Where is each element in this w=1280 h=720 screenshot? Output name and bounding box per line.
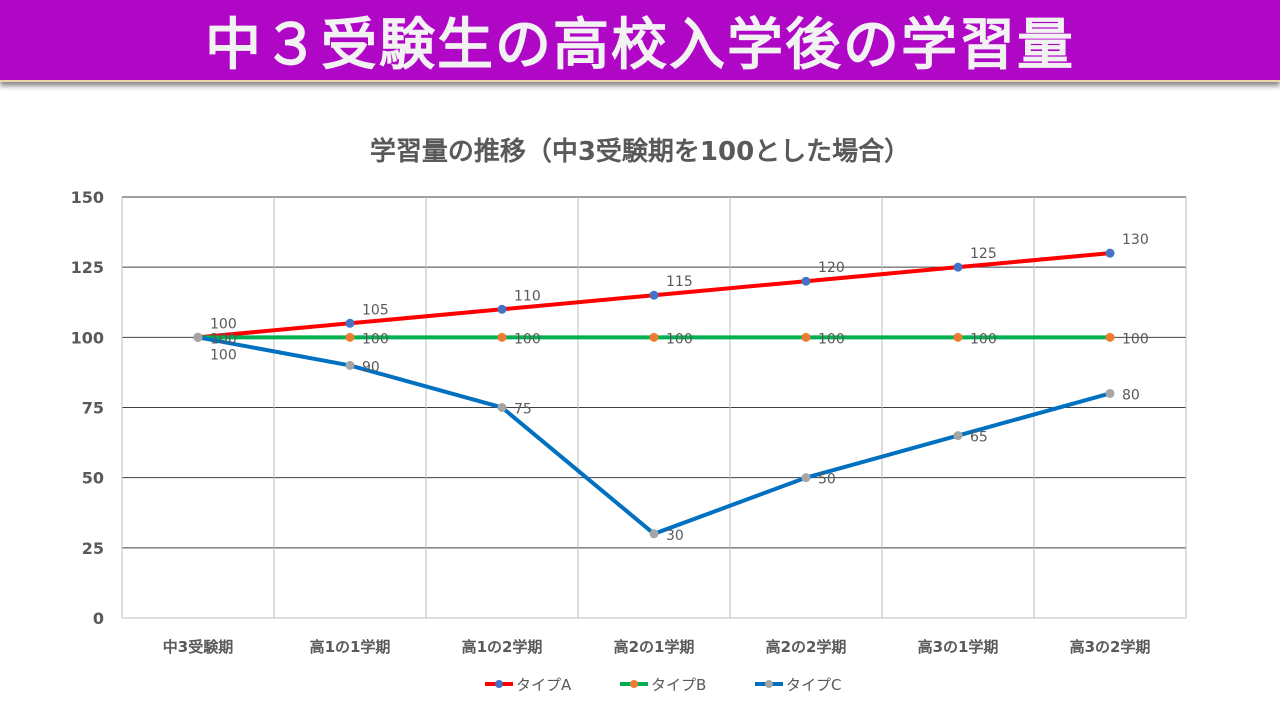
- y-tick-label: 50: [82, 469, 104, 488]
- data-label: 30: [666, 528, 684, 544]
- data-label: 90: [362, 359, 380, 375]
- data-point: [1105, 248, 1115, 258]
- data-point: [801, 332, 811, 342]
- data-point: [649, 332, 659, 342]
- x-tick-label: 高2の2学期: [766, 638, 847, 656]
- data-label: 100: [514, 331, 541, 347]
- data-label: 115: [666, 274, 693, 290]
- title-banner: 中３受験生の高校入学後の学習量: [0, 0, 1280, 82]
- data-label: 125: [970, 246, 997, 262]
- legend-marker: [495, 680, 503, 688]
- data-point: [497, 304, 507, 314]
- y-tick-label: 25: [82, 539, 104, 558]
- legend-label: タイプB: [651, 676, 706, 694]
- data-label: 110: [514, 288, 541, 304]
- data-point: [801, 276, 811, 286]
- data-point: [193, 332, 203, 342]
- data-point: [1105, 332, 1115, 342]
- legend-label: タイプA: [516, 676, 572, 694]
- data-point: [345, 360, 355, 370]
- data-point: [345, 332, 355, 342]
- legend-label: タイプC: [786, 676, 841, 694]
- data-label: 100: [666, 331, 693, 347]
- legend-marker: [630, 680, 638, 688]
- data-label: 100: [210, 347, 237, 363]
- y-tick-label: 0: [93, 609, 104, 628]
- data-point: [953, 431, 963, 441]
- legend-marker: [765, 680, 773, 688]
- data-label: 100: [1122, 331, 1149, 347]
- x-tick-label: 高3の1学期: [918, 638, 999, 656]
- x-tick-label: 中3受験期: [163, 638, 233, 656]
- data-label: 65: [970, 430, 988, 446]
- x-tick-label: 高1の2学期: [462, 638, 543, 656]
- data-label: 100: [210, 331, 237, 347]
- y-tick-label: 150: [71, 188, 104, 207]
- data-point: [649, 290, 659, 300]
- y-tick-label: 75: [82, 399, 104, 418]
- x-tick-label: 高2の1学期: [614, 638, 695, 656]
- data-point: [345, 318, 355, 328]
- data-point: [497, 403, 507, 412]
- data-label: 75: [514, 402, 532, 418]
- y-tick-label: 100: [71, 328, 104, 347]
- data-label: 130: [1122, 232, 1149, 248]
- data-label: 100: [970, 331, 997, 347]
- chart-title: 学習量の推移（中3受験期を100とした場合）: [370, 136, 910, 167]
- data-point: [953, 332, 963, 342]
- data-label: 50: [818, 472, 836, 488]
- y-tick-label: 125: [71, 258, 104, 277]
- data-label: 100: [362, 331, 389, 347]
- banner-title: 中３受験生の高校入学後の学習量: [205, 12, 1075, 78]
- data-label: 100: [818, 331, 845, 347]
- data-label: 120: [818, 260, 845, 276]
- data-label: 100: [210, 316, 237, 332]
- x-tick-label: 高3の2学期: [1070, 638, 1151, 656]
- data-point: [497, 332, 507, 342]
- data-point: [649, 529, 659, 539]
- data-point: [801, 473, 811, 483]
- data-label: 80: [1122, 387, 1140, 403]
- x-tick-label: 高1の1学期: [310, 638, 391, 656]
- data-point: [1105, 388, 1115, 398]
- data-point: [953, 262, 963, 272]
- data-label: 105: [362, 302, 389, 318]
